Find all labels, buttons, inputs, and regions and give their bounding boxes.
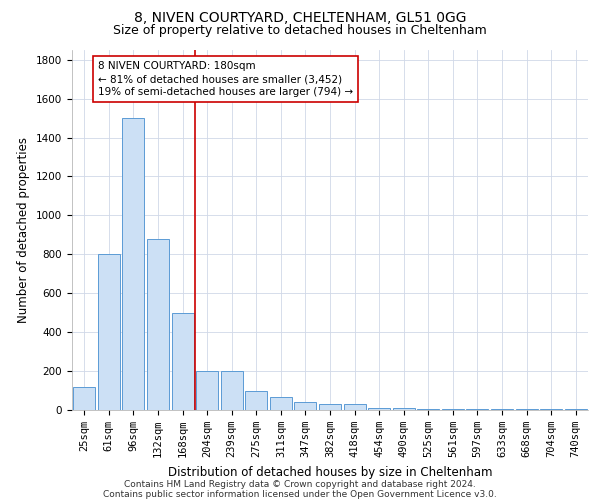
X-axis label: Distribution of detached houses by size in Cheltenham: Distribution of detached houses by size … bbox=[168, 466, 492, 478]
Bar bbox=[172, 312, 194, 410]
Bar bbox=[73, 386, 95, 410]
Bar bbox=[122, 118, 145, 410]
Bar bbox=[442, 409, 464, 410]
Bar bbox=[392, 408, 415, 410]
Bar bbox=[98, 254, 120, 410]
Bar bbox=[344, 404, 365, 410]
Bar bbox=[245, 390, 268, 410]
Bar bbox=[221, 371, 243, 410]
Text: Contains HM Land Registry data © Crown copyright and database right 2024.
Contai: Contains HM Land Registry data © Crown c… bbox=[103, 480, 497, 499]
Bar bbox=[270, 398, 292, 410]
Bar bbox=[196, 371, 218, 410]
Bar bbox=[295, 402, 316, 410]
Bar bbox=[147, 239, 169, 410]
Bar bbox=[466, 409, 488, 410]
Bar bbox=[491, 409, 513, 410]
Text: Size of property relative to detached houses in Cheltenham: Size of property relative to detached ho… bbox=[113, 24, 487, 37]
Bar bbox=[319, 404, 341, 410]
Y-axis label: Number of detached properties: Number of detached properties bbox=[17, 137, 31, 323]
Text: 8 NIVEN COURTYARD: 180sqm
← 81% of detached houses are smaller (3,452)
19% of se: 8 NIVEN COURTYARD: 180sqm ← 81% of detac… bbox=[98, 61, 353, 97]
Bar bbox=[417, 409, 439, 410]
Text: 8, NIVEN COURTYARD, CHELTENHAM, GL51 0GG: 8, NIVEN COURTYARD, CHELTENHAM, GL51 0GG bbox=[134, 11, 466, 25]
Bar bbox=[368, 408, 390, 410]
